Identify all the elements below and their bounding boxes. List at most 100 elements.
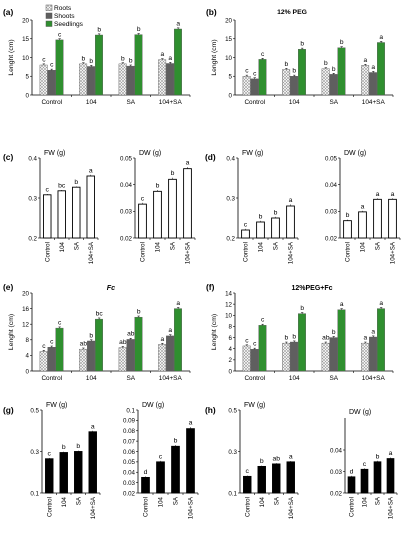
chart-c-fw-x-tick-label: Control (44, 242, 51, 262)
chart-b-sig-letter: b (300, 41, 304, 48)
chart-b-bar (377, 42, 385, 96)
chart-g-dw-chart-title: DW (g) (142, 402, 164, 409)
chart-e-sig-letter: ab (119, 339, 127, 346)
chart-b-sig-letter: a (379, 34, 383, 41)
chart-c-dw-bar (183, 168, 192, 239)
chart-g-dw-y-tick-label: 0.05 (123, 459, 136, 466)
chart-g-dw-y-tick-label: 0.1 (126, 407, 135, 414)
chart-g-fw-x-tick-label: 104 (61, 496, 68, 507)
chart-h-dw-chart-title: DW (g) (349, 409, 371, 416)
chart-d-dw-bar (358, 211, 367, 239)
chart-d-fw-y-tick-label: 0.3 (226, 195, 235, 202)
chart-c-dw-y-tick-label: 0.05 (120, 155, 133, 162)
chart-c-dw-x-tick-label: 104 (155, 241, 162, 252)
chart-b-x-tick-label: SA (329, 99, 338, 106)
chart-a-sig-letter: a (168, 55, 172, 62)
chart-h-fw-sig-letter: c (246, 468, 250, 475)
chart-c-dw-y-tick-label: 0.04 (120, 182, 133, 189)
chart-g-fw-sig-letter: b (62, 444, 66, 451)
chart-e-sig-letter: b (137, 309, 141, 316)
chart-h-dw-y-tick-label: 0.02 (330, 490, 343, 497)
chart-f-y-tick-label: 6 (229, 335, 233, 342)
chart-e-bar (47, 347, 56, 372)
chart-e-y-axis-label: Lenght (cm) (8, 314, 15, 350)
chart-b-bar (298, 49, 306, 96)
chart-g-dw-y-tick-label: 0.04 (123, 470, 136, 477)
chart-g-dw-y-tick-label: 0.02 (123, 490, 136, 497)
chart-g-fw-y-tick-label: 0.1 (30, 490, 39, 497)
chart-e-sig-letter: ab (127, 331, 135, 338)
chart-g-dw-bar (141, 476, 150, 494)
chart-d-fw-bar (256, 221, 265, 239)
chart-e-bar (39, 351, 48, 372)
chart-a-sig-letter: b (89, 58, 93, 65)
chart-a-y-axis-label: Lenght (cm) (8, 39, 15, 75)
chart-b-bar (369, 72, 377, 96)
chart-b-y-tick-label: 5 (229, 74, 233, 81)
panel-label-f: (f) (206, 282, 215, 292)
chart-h-dw-x-tick-label: 104+SA (388, 496, 395, 519)
chart-g-fw-bar (88, 431, 97, 494)
chart-d-fw-y-tick-label: 0.4 (226, 155, 235, 162)
chart-a-y-tick-label: 20 (22, 17, 29, 24)
chart-g-fw-axes: 0.1 0.3 0.5 c Control b 104 b SA a 104+SA FW (g) (30, 402, 101, 519)
chart-e-sig-letter: bc (96, 310, 104, 317)
panel-label-h: (h) (205, 405, 216, 415)
chart-d-dw-y-tick-label: 0.03 (325, 209, 338, 216)
chart-c-dw-y-tick-label: 0.03 (120, 209, 133, 216)
chart-h-fw-sig-letter: a (289, 454, 293, 461)
chart-h-fw-y-tick-label: 0.1 (228, 490, 237, 497)
chart-d-fw-bar (241, 229, 250, 239)
chart-g-dw-x-tick-label: SA (173, 496, 180, 505)
chart-f-bar (242, 345, 251, 372)
chart-a-bar (55, 39, 64, 96)
chart-f-bar (258, 325, 267, 372)
chart-a-sig-letter: c (50, 62, 54, 69)
chart-b-bar (337, 47, 346, 96)
chart-e-x-tick-label: 104+SA (159, 375, 183, 382)
chart-d-fw-sig-letter: c (244, 221, 248, 228)
chart-d-dw-x-tick-label: 104 (360, 241, 367, 252)
chart-c-dw-x-tick-label: Control (140, 242, 147, 262)
panel-label-c: (c) (3, 152, 13, 162)
chart-f-bar (377, 308, 385, 372)
chart-h-dw-y-tick-label: 0.04 (330, 447, 343, 454)
chart-a-sig-letter: b (137, 26, 141, 33)
chart-f-bar (298, 313, 306, 372)
chart-d-dw-y-tick-label: 0.04 (325, 182, 338, 189)
chart-b-y-tick-label: 15 (225, 36, 232, 43)
chart-c-fw-bar (57, 190, 66, 239)
chart-g-fw-sig-letter: b (76, 443, 80, 450)
chart-a-bar (87, 66, 96, 96)
legend-shoots-label: Shoots (54, 13, 75, 20)
chart-c-fw-bar (72, 186, 81, 239)
chart-c-fw-y-tick-label: 0.4 (28, 155, 37, 162)
chart-c-dw-bar (168, 178, 177, 239)
chart-b-x-tick-label: 104+SA (362, 99, 386, 106)
chart-e-y-tick-label: 20 (22, 290, 29, 297)
panel-label-e: (e) (3, 282, 13, 292)
chart-a-x-tick-label: 104+SA (159, 99, 183, 106)
chart-h-fw-sig-letter: b (260, 458, 264, 465)
chart-f-sig-letter: b (300, 305, 304, 312)
chart-d-dw-sig-letter: a (361, 203, 365, 210)
chart-f-sig-letter: a (364, 335, 368, 342)
chart-f-y-tick-label: 14 (225, 290, 232, 297)
chart-a-sig-letter: a (176, 20, 180, 27)
chart-b-y-tick-label: 20 (225, 17, 232, 24)
chart-d-dw-sig-letter: a (391, 191, 395, 198)
chart-b-sig-letter: c (253, 70, 257, 77)
chart-g-fw-bar (59, 452, 68, 494)
chart-e-y-tick-label: 0 (26, 368, 30, 375)
chart-f-sig-letter: b (332, 329, 336, 336)
chart-f-bar (369, 336, 377, 372)
chart-d-fw-x-tick-label: SA (273, 241, 280, 250)
legend-seedlings-label: Seedlings (54, 21, 84, 28)
chart-g-dw-y-tick-label: 0.06 (123, 449, 136, 456)
chart-a-sig-letter: c (58, 31, 62, 38)
chart-g-dw-x-tick-label: 104 (158, 496, 165, 507)
legend-shoots-swatch (45, 12, 53, 19)
chart-h-dw-bar (347, 476, 356, 494)
